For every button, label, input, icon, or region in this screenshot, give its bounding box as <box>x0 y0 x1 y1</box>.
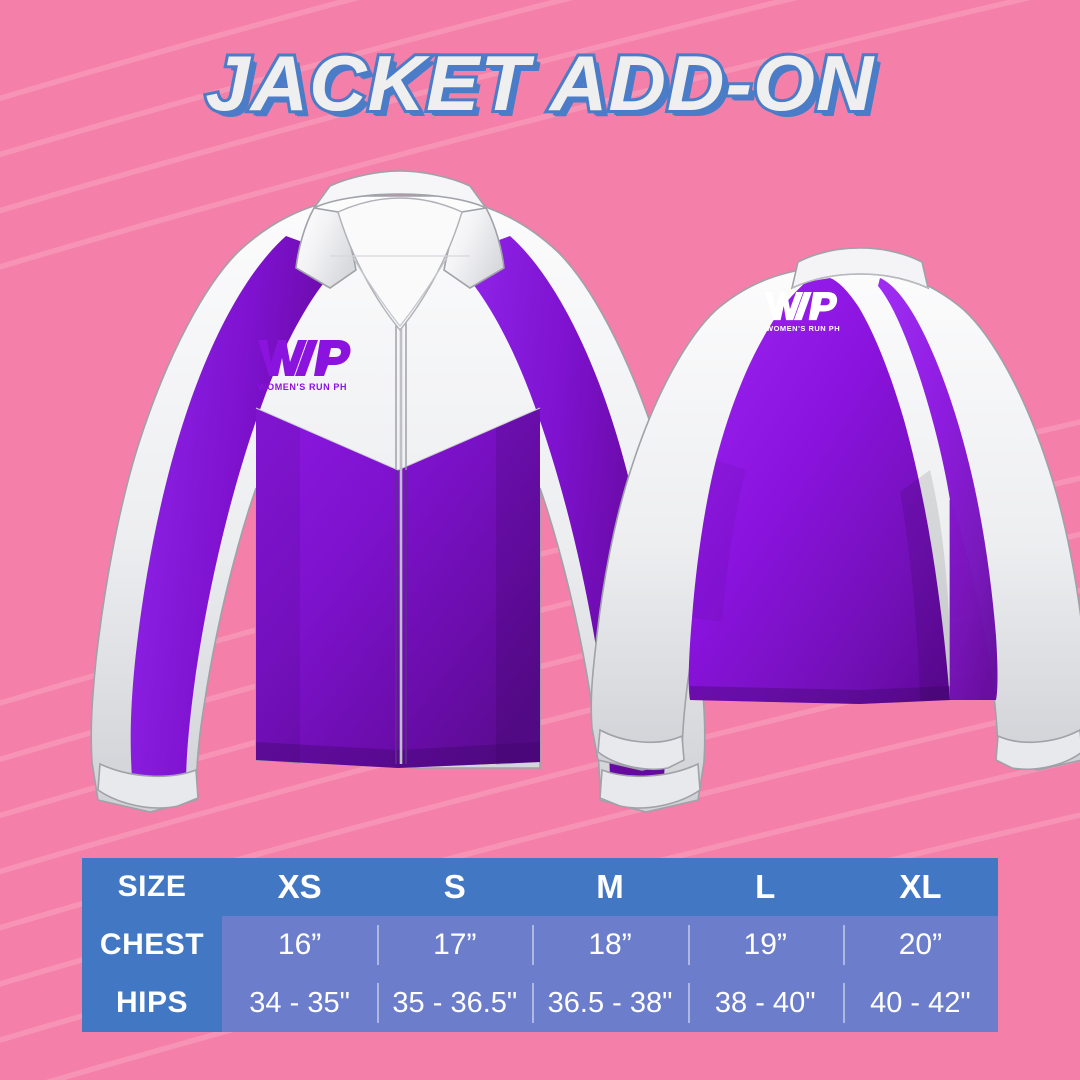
row-label-chest: CHEST <box>82 916 222 974</box>
hips-xs: 34 - 35" <box>249 986 350 1019</box>
jacket-back-view: WOMEN'S RUN PH <box>590 247 1080 771</box>
table-row-chest: CHEST 16” 17” 18” 19” 20” <box>82 916 998 974</box>
svg-text:WOMEN'S RUN PH: WOMEN'S RUN PH <box>258 382 347 392</box>
table-header-xl: XL <box>899 868 942 905</box>
hips-m: 36.5 - 38" <box>532 974 687 1032</box>
table-header-m: M <box>596 868 624 905</box>
chest-s: 17” <box>377 916 532 974</box>
front-logo: WOMEN'S RUN PH <box>258 340 351 392</box>
page-title: JACKET ADD-ON <box>202 39 876 127</box>
hips-xl: 40 - 42" <box>842 974 998 1032</box>
table-row-hips: HIPS 34 - 35" 35 - 36.5" 36.5 - 38" 38 -… <box>82 974 998 1032</box>
chest-m: 18” <box>532 916 687 974</box>
chest-xs: 16” <box>277 928 322 961</box>
back-logo: WOMEN'S RUN PH <box>765 292 840 333</box>
table-header-s: S <box>443 868 466 905</box>
table-header-row: SIZE XS S M L XL <box>82 858 998 916</box>
chest-xl: 20” <box>842 916 998 974</box>
page-title-wrap: JACKET ADD-ON <box>0 39 1080 127</box>
table-header-l: L <box>755 868 776 905</box>
hips-l: 38 - 40" <box>687 974 843 1032</box>
product-illustrations: WOMEN'S RUN PH <box>90 170 1080 813</box>
size-chart-table: SIZE XS S M L XL CHEST 16” 17” 18” 19” 2… <box>82 858 998 1032</box>
hips-s: 35 - 36.5" <box>377 974 532 1032</box>
row-label-hips: HIPS <box>82 974 222 1032</box>
chest-l: 19” <box>687 916 843 974</box>
table-header-size: SIZE <box>82 858 222 916</box>
table-header-xs: XS <box>277 868 322 905</box>
svg-text:WOMEN'S RUN PH: WOMEN'S RUN PH <box>766 324 840 333</box>
